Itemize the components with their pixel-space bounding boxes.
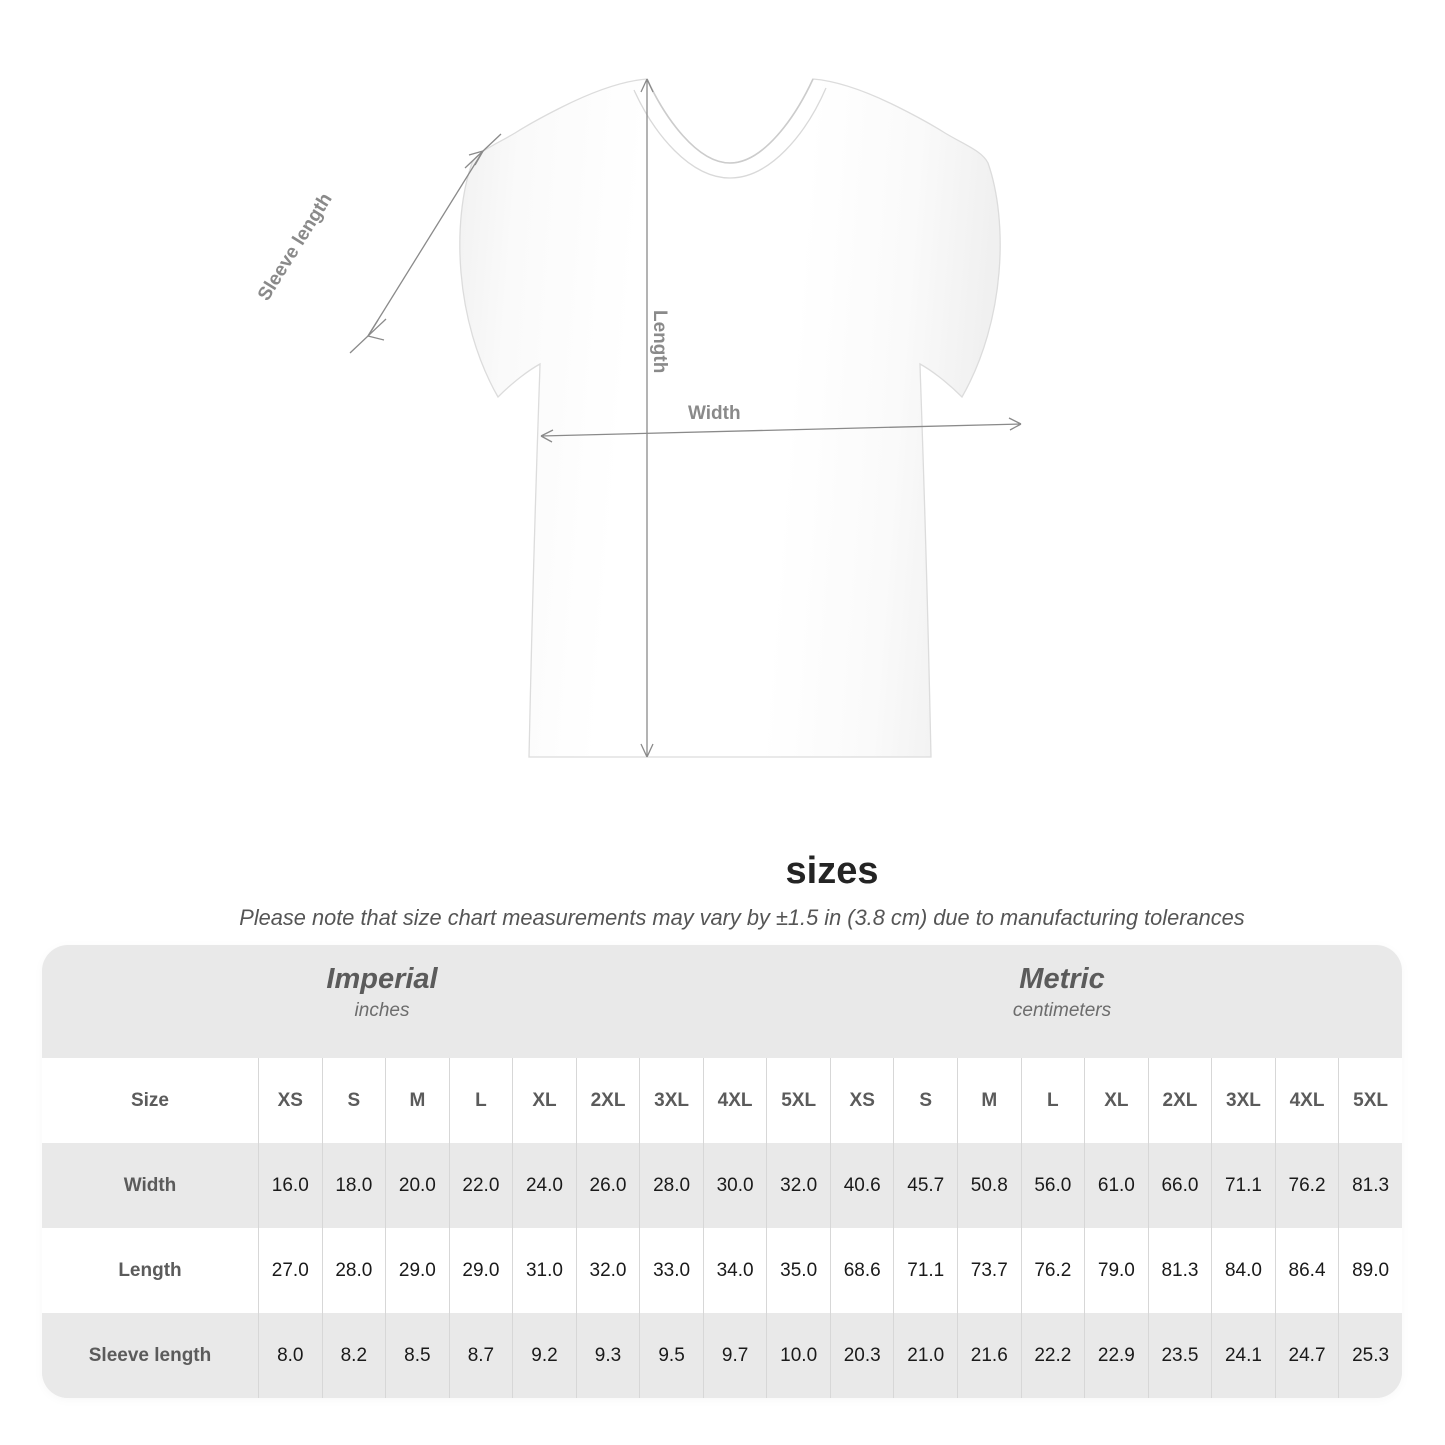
- svg-text:Width: Width: [688, 403, 741, 424]
- svg-text:Length: Length: [649, 310, 670, 373]
- svg-text:Sleeve length: Sleeve length: [254, 190, 337, 305]
